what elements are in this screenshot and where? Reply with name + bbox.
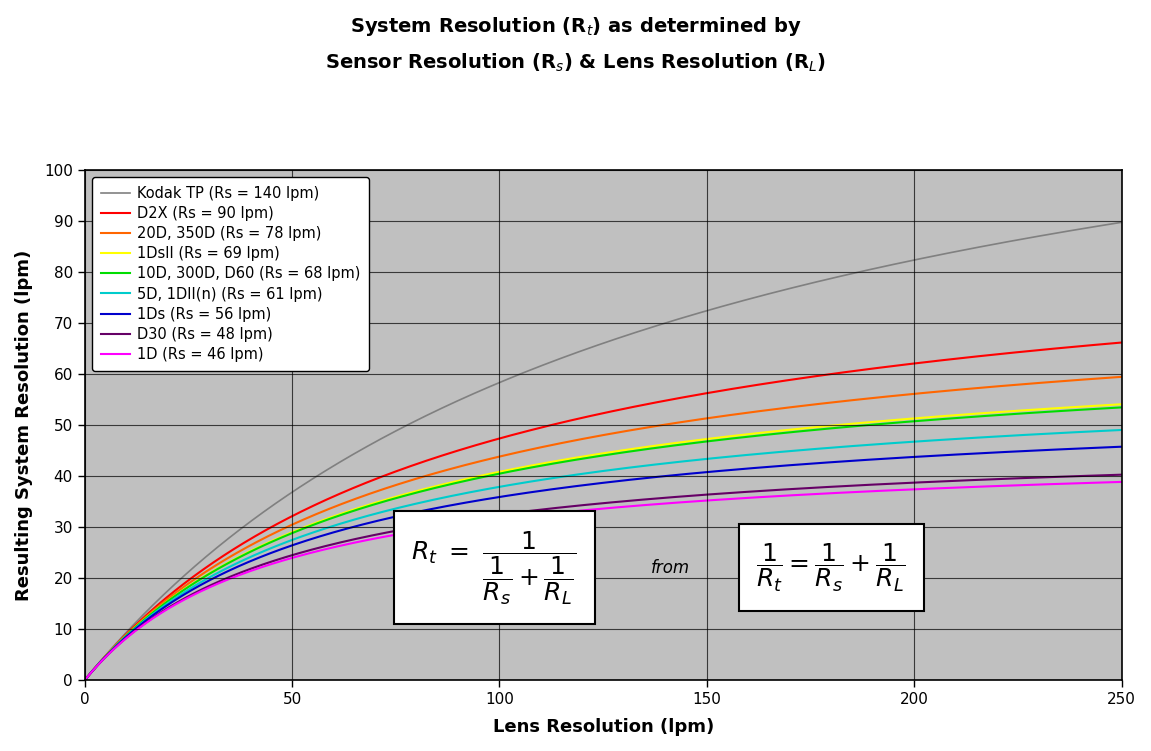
Kodak TP (Rs = 140 lpm) [1095,221,1108,230]
5D, 1DII(n) (Rs = 61 lpm) [477,485,490,494]
D30 (Rs = 48 lpm) [1114,470,1128,479]
D2X (Rs = 90 lpm) [197,565,211,574]
20D, 350D (Rs = 78 lpm) [258,533,272,542]
5D, 1DII(n) (Rs = 61 lpm) [521,478,535,487]
D2X (Rs = 90 lpm) [983,351,997,360]
D30 (Rs = 48 lpm) [197,584,211,593]
D30 (Rs = 48 lpm) [983,475,997,484]
Legend: Kodak TP (Rs = 140 lpm), D2X (Rs = 90 lpm), 20D, 350D (Rs = 78 lpm), 1DsII (Rs =: Kodak TP (Rs = 140 lpm), D2X (Rs = 90 lp… [92,177,369,371]
1Ds (Rs = 56 lpm) [258,550,272,559]
5D, 1DII(n) (Rs = 61 lpm) [197,576,211,585]
10D, 300D, D60 (Rs = 68 lpm) [983,411,997,420]
1D (Rs = 46 lpm) [477,517,490,526]
1D (Rs = 46 lpm) [1114,478,1128,487]
10D, 300D, D60 (Rs = 68 lpm) [78,674,92,683]
D2X (Rs = 90 lpm) [1095,339,1108,348]
D30 (Rs = 48 lpm) [477,512,490,521]
D30 (Rs = 48 lpm) [78,674,92,683]
1Ds (Rs = 56 lpm) [197,579,211,588]
5D, 1DII(n) (Rs = 61 lpm) [78,674,92,683]
20D, 350D (Rs = 78 lpm) [983,382,997,391]
Kodak TP (Rs = 140 lpm) [258,506,272,515]
Kodak TP (Rs = 140 lpm) [983,240,997,249]
5D, 1DII(n) (Rs = 61 lpm) [983,433,997,442]
D2X (Rs = 90 lpm) [78,674,92,683]
D30 (Rs = 48 lpm) [258,559,272,569]
D30 (Rs = 48 lpm) [521,507,535,516]
1Ds (Rs = 56 lpm) [1114,442,1128,451]
1DsII (Rs = 69 lpm) [983,409,997,418]
1DsII (Rs = 69 lpm) [521,462,535,471]
Line: 5D, 1DII(n) (Rs = 61 lpm): 5D, 1DII(n) (Rs = 61 lpm) [85,430,1121,679]
10D, 300D, D60 (Rs = 68 lpm) [1114,403,1128,412]
Text: System Resolution (R$_t$) as determined by
Sensor Resolution (R$_s$) & Lens Reso: System Resolution (R$_t$) as determined … [325,15,826,74]
Text: $R_t \ = \ \dfrac{1}{\dfrac{1}{R_s} + \dfrac{1}{R_L}}$: $R_t \ = \ \dfrac{1}{\dfrac{1}{R_s} + \d… [411,529,577,607]
Kodak TP (Rs = 140 lpm) [477,385,490,394]
1DsII (Rs = 69 lpm) [1114,400,1128,409]
1D (Rs = 46 lpm) [1095,478,1108,487]
Line: 10D, 300D, D60 (Rs = 68 lpm): 10D, 300D, D60 (Rs = 68 lpm) [85,407,1121,679]
10D, 300D, D60 (Rs = 68 lpm) [258,540,272,549]
20D, 350D (Rs = 78 lpm) [521,445,535,454]
Line: D2X (Rs = 90 lpm): D2X (Rs = 90 lpm) [85,342,1121,679]
1DsII (Rs = 69 lpm) [197,572,211,581]
1DsII (Rs = 69 lpm) [78,674,92,683]
Line: D30 (Rs = 48 lpm): D30 (Rs = 48 lpm) [85,475,1121,679]
1Ds (Rs = 56 lpm) [1095,443,1108,452]
20D, 350D (Rs = 78 lpm) [1095,374,1108,383]
Line: 1Ds (Rs = 56 lpm): 1Ds (Rs = 56 lpm) [85,447,1121,679]
1D (Rs = 46 lpm) [258,562,272,571]
20D, 350D (Rs = 78 lpm) [477,456,490,465]
D2X (Rs = 90 lpm) [258,526,272,535]
Text: from: from [651,559,691,577]
D2X (Rs = 90 lpm) [477,439,490,448]
Line: 1DsII (Rs = 69 lpm): 1DsII (Rs = 69 lpm) [85,404,1121,679]
Line: 1D (Rs = 46 lpm): 1D (Rs = 46 lpm) [85,482,1121,679]
1DsII (Rs = 69 lpm) [477,471,490,480]
10D, 300D, D60 (Rs = 68 lpm) [477,472,490,481]
10D, 300D, D60 (Rs = 68 lpm) [1095,404,1108,413]
5D, 1DII(n) (Rs = 61 lpm) [1114,426,1128,435]
D2X (Rs = 90 lpm) [1114,338,1128,347]
20D, 350D (Rs = 78 lpm) [78,674,92,683]
Kodak TP (Rs = 140 lpm) [197,554,211,563]
1DsII (Rs = 69 lpm) [258,539,272,548]
Kodak TP (Rs = 140 lpm) [521,366,535,376]
10D, 300D, D60 (Rs = 68 lpm) [521,463,535,472]
20D, 350D (Rs = 78 lpm) [197,569,211,578]
X-axis label: Lens Resolution (lpm): Lens Resolution (lpm) [493,718,714,736]
1D (Rs = 46 lpm) [78,674,92,683]
Line: Kodak TP (Rs = 140 lpm): Kodak TP (Rs = 140 lpm) [85,222,1121,679]
1DsII (Rs = 69 lpm) [1095,401,1108,410]
1Ds (Rs = 56 lpm) [477,495,490,504]
Line: 20D, 350D (Rs = 78 lpm): 20D, 350D (Rs = 78 lpm) [85,377,1121,679]
20D, 350D (Rs = 78 lpm) [1114,372,1128,382]
1Ds (Rs = 56 lpm) [521,488,535,497]
1D (Rs = 46 lpm) [521,511,535,520]
Kodak TP (Rs = 140 lpm) [78,674,92,683]
D2X (Rs = 90 lpm) [521,427,535,436]
1Ds (Rs = 56 lpm) [78,674,92,683]
5D, 1DII(n) (Rs = 61 lpm) [1095,427,1108,436]
Text: $\dfrac{1}{R_t} = \dfrac{1}{R_s} + \dfrac{1}{R_L}$: $\dfrac{1}{R_t} = \dfrac{1}{R_s} + \dfra… [756,542,906,594]
Y-axis label: Resulting System Resolution (lpm): Resulting System Resolution (lpm) [15,249,33,601]
1Ds (Rs = 56 lpm) [983,448,997,457]
Kodak TP (Rs = 140 lpm) [1114,218,1128,227]
10D, 300D, D60 (Rs = 68 lpm) [197,573,211,582]
5D, 1DII(n) (Rs = 61 lpm) [258,546,272,555]
1D (Rs = 46 lpm) [197,586,211,595]
1D (Rs = 46 lpm) [983,482,997,491]
D30 (Rs = 48 lpm) [1095,471,1108,480]
